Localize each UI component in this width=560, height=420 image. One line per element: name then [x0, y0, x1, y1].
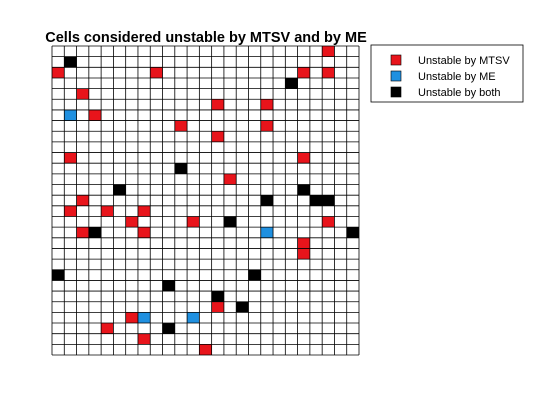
cell-both	[322, 195, 335, 206]
cell-mtsv	[322, 216, 335, 228]
cell-mtsv	[297, 152, 310, 164]
cell-both	[297, 184, 310, 196]
cell-mtsv	[223, 173, 237, 185]
cell-mtsv	[64, 152, 77, 164]
chart-title: Cells considered unstable by MTSV and by…	[45, 30, 367, 46]
cell-both	[236, 301, 249, 313]
cell-mtsv	[174, 120, 188, 132]
cell-both	[309, 195, 323, 206]
cell-both	[64, 56, 77, 68]
cell-mtsv	[211, 99, 224, 110]
cell-both	[113, 184, 126, 196]
cell-mtsv	[260, 120, 274, 132]
cell-mtsv	[64, 205, 77, 217]
cell-both	[211, 291, 224, 302]
cell-me	[137, 312, 151, 324]
legend-marker-me	[390, 70, 402, 82]
cell-mtsv	[137, 227, 151, 238]
cell-both	[260, 195, 274, 206]
cell-mtsv	[52, 67, 65, 78]
cell-mtsv	[125, 312, 138, 324]
cell-mtsv	[125, 216, 138, 228]
cell-both	[162, 280, 175, 292]
cell-mtsv	[297, 248, 310, 260]
cell-mtsv	[297, 237, 310, 249]
cell-mtsv	[260, 99, 274, 110]
cell-me	[260, 227, 274, 238]
cell-mtsv	[211, 131, 224, 142]
legend: Unstable by MTSV Unstable by ME Unstable b…	[370, 44, 524, 103]
cell-me	[187, 312, 200, 324]
grid-lines	[51, 45, 360, 356]
legend-marker-both	[390, 86, 402, 98]
cell-both	[285, 77, 298, 89]
cell-mtsv	[322, 46, 335, 57]
cell-mtsv	[187, 216, 200, 228]
cell-mtsv	[211, 301, 224, 313]
cell-both	[223, 216, 237, 228]
cell-mtsv	[297, 67, 310, 78]
cell-mtsv	[101, 323, 114, 334]
cell-mtsv	[88, 109, 102, 121]
cell-me	[64, 109, 77, 121]
cell-mtsv	[137, 333, 151, 345]
cell-mtsv	[322, 67, 335, 78]
cell-mtsv	[137, 205, 151, 217]
cell-mtsv	[76, 227, 89, 238]
cell-both	[174, 163, 188, 174]
legend-label-both: Unstable by both	[418, 87, 501, 99]
legend-label-me: Unstable by ME	[418, 71, 496, 83]
legend-label-mtsv: Unstable by MTSV	[418, 55, 510, 67]
cell-both	[248, 269, 261, 281]
cell-mtsv	[101, 205, 114, 217]
cell-mtsv	[76, 88, 89, 100]
heatmap-grid	[52, 46, 359, 355]
legend-marker-mtsv	[390, 54, 402, 66]
cell-both	[88, 227, 102, 238]
cell-mtsv	[150, 67, 163, 78]
cell-both	[52, 269, 65, 281]
cell-both	[162, 323, 175, 334]
cell-mtsv	[76, 195, 89, 206]
cell-both	[346, 227, 359, 238]
cell-mtsv	[199, 344, 212, 355]
